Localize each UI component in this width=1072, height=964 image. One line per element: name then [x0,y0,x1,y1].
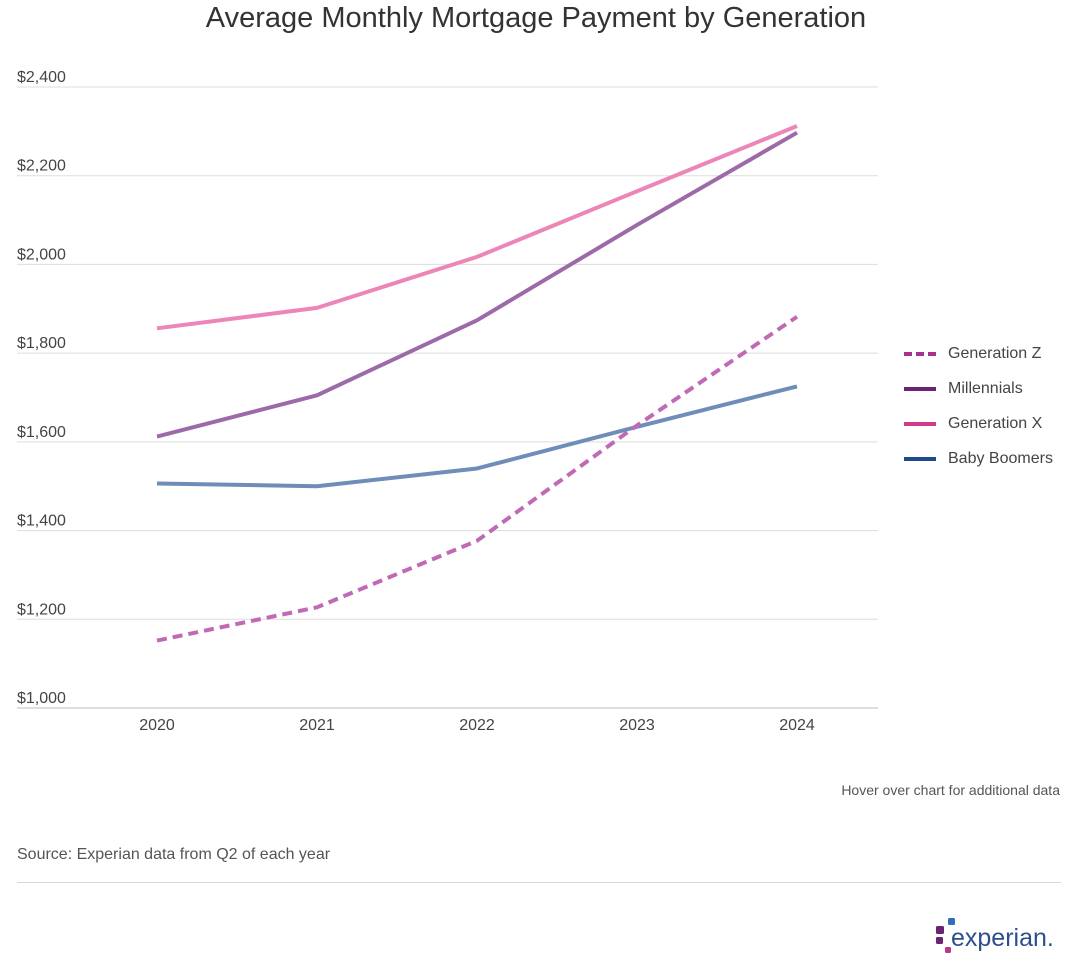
x-axis-tick-labels: 2020 2021 2022 2023 2024 [139,717,815,734]
x-tick-label: 2023 [619,717,655,734]
legend-label: Generation Z [948,344,1042,362]
legend-label: Baby Boomers [948,449,1053,467]
legend-swatch [904,351,936,356]
legend-swatch [904,456,936,461]
legend-label: Millennials [948,379,1023,397]
y-tick-label: $2,400 [17,69,66,86]
source-note: Source: Experian data from Q2 of each ye… [17,846,331,863]
series-lines[interactable] [156,124,799,643]
legend-label: Generation X [948,414,1043,432]
legend-item-baby-boomers[interactable]: Baby Boomers [904,441,1053,476]
x-tick-label: 2021 [299,717,335,734]
y-tick-label: $2,200 [17,158,66,175]
legend-item-generation-x[interactable]: Generation X [904,406,1053,441]
y-tick-label: $1,600 [17,424,66,441]
legend-swatch [904,421,936,426]
experian-logo: experian. [936,918,1054,953]
footer-divider [17,882,1061,883]
logo-wordmark: experian. [951,924,1054,952]
series-line-generation-z[interactable] [156,315,799,643]
y-tick-label: $1,400 [17,513,66,530]
series-line-baby-boomers[interactable] [156,384,798,489]
legend-item-millennials[interactable]: Millennials [904,371,1053,406]
legend: Generation Z Millennials Generation X Baby … [904,336,1053,476]
series-line-millennials[interactable] [156,130,798,439]
series-line-generation-x[interactable] [156,124,798,331]
y-axis-tick-labels: $1,000 $1,200 $1,400 $1,600 $1,800 $2,000 $2,2… [17,69,66,707]
x-tick-label: 2020 [139,717,175,734]
y-tick-label: $2,000 [17,246,66,263]
legend-item-generation-z[interactable]: Generation Z [904,336,1053,371]
x-tick-label: 2024 [779,717,815,734]
x-tick-label: 2022 [459,717,495,734]
chart-title: Average Monthly Mortgage Payment by Gene… [205,2,867,34]
hover-note: Hover over chart for additional data [841,782,1060,798]
legend-swatch [904,386,936,391]
y-tick-label: $1,800 [17,335,66,352]
y-tick-label: $1,000 [17,690,66,707]
y-tick-label: $1,200 [17,601,66,618]
